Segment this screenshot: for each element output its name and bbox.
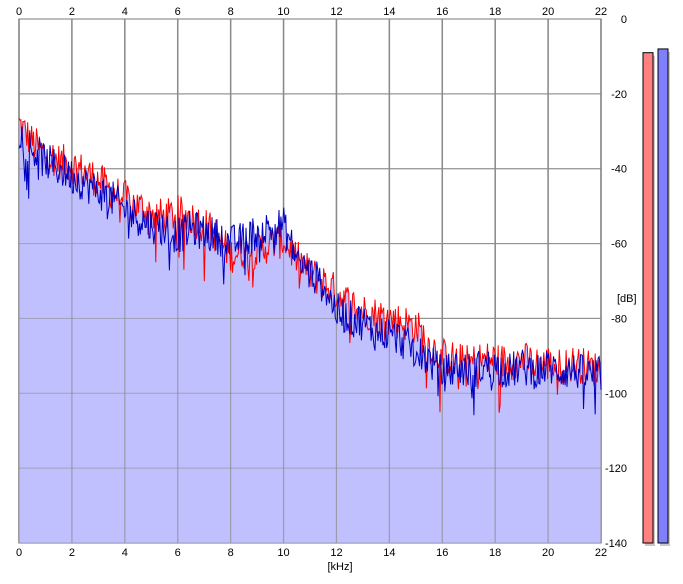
- series-blue-line: [18, 126, 602, 416]
- x-tick-label-top: 6: [175, 6, 181, 18]
- level-meters: [642, 48, 670, 546]
- x-tick-label-bottom: 18: [489, 547, 501, 559]
- y-tick-label: -20: [611, 89, 627, 101]
- level-meter-left: [642, 52, 654, 544]
- x-tick-label-top: 0: [16, 6, 22, 18]
- x-ticks-top: 0 2 4 6 8 10 12 14 16 18 20 22: [16, 6, 607, 18]
- x-tick-label-bottom: 8: [228, 547, 234, 559]
- x-tick-label-bottom: 0: [16, 547, 22, 559]
- y-tick-label: -80: [611, 313, 627, 325]
- y-tick-label: -60: [611, 239, 627, 251]
- x-tick-label-bottom: 2: [69, 547, 75, 559]
- x-tick-label-top: 14: [383, 6, 395, 18]
- level-meter-right: [657, 48, 669, 544]
- spectrum-area: [19, 118, 601, 543]
- x-tick-label-bottom: 14: [383, 547, 395, 559]
- y-tick-label: 0: [621, 14, 627, 26]
- series-layer: [18, 117, 602, 416]
- x-tick-label-bottom: 6: [175, 547, 181, 559]
- y-tick-label: -40: [611, 164, 627, 176]
- x-tick-label-bottom: 16: [436, 547, 448, 559]
- x-tick-label-top: 18: [489, 6, 501, 18]
- x-tick-label-top: 12: [330, 6, 342, 18]
- x-axis-label: [kHz]: [327, 561, 352, 573]
- x-tick-label-top: 2: [69, 6, 75, 18]
- x-tick-label-bottom: 22: [595, 547, 607, 559]
- y-tick-label: -100: [605, 388, 627, 400]
- x-tick-label-bottom: 12: [330, 547, 342, 559]
- x-tick-label-bottom: 10: [277, 547, 289, 559]
- x-tick-label-top: 4: [122, 6, 128, 18]
- y-tick-label: -120: [605, 463, 627, 475]
- x-tick-label-top: 22: [595, 6, 607, 18]
- x-tick-label-bottom: 4: [122, 547, 128, 559]
- y-tick-label: -140: [605, 538, 627, 550]
- x-tick-label-top: 20: [542, 6, 554, 18]
- spectrum-fill: [18, 18, 602, 544]
- x-tick-label-top: 16: [436, 6, 448, 18]
- x-tick-label-bottom: 20: [542, 547, 554, 559]
- x-ticks-bottom: 0 2 4 6 8 10 12 14 16 18 20 22: [16, 547, 607, 559]
- y-axis-label: [dB]: [617, 293, 637, 305]
- y-ticks: 0 -20 -40 -60 -80 -100 -120 -140: [605, 14, 627, 550]
- x-tick-label-top: 8: [228, 6, 234, 18]
- x-tick-label-top: 10: [277, 6, 289, 18]
